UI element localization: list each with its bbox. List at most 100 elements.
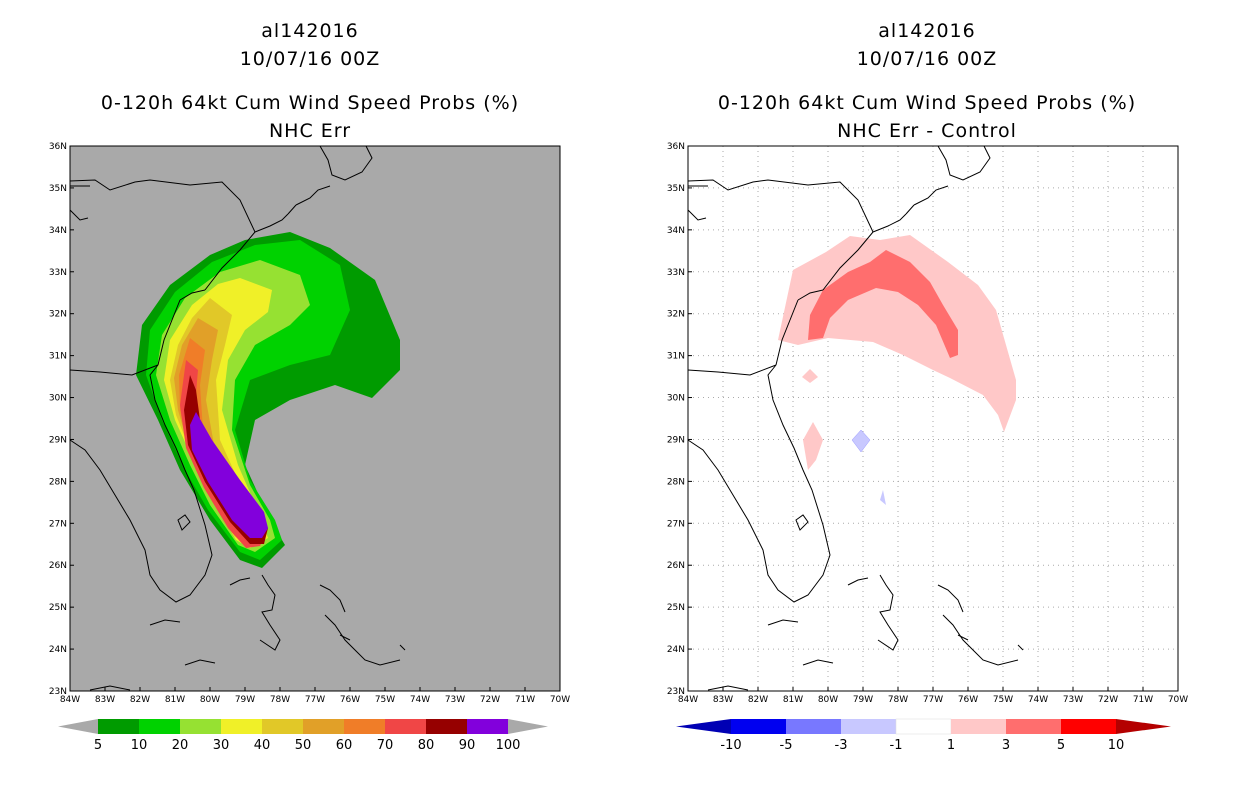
right-gridlines — [688, 146, 1178, 691]
lat-label: 35N — [667, 184, 685, 194]
colorbar-swatch — [841, 719, 896, 734]
left-map-ocean — [70, 146, 560, 691]
lat-label: 26N — [667, 561, 685, 571]
colorbar-label: -1 — [890, 738, 903, 753]
right-map: 36N 35N 34N 33N 32N 31N 30N 29N 28N 27N 26N 25N 24N 2… — [667, 142, 1188, 753]
lon-label: 73W — [445, 695, 465, 705]
lon-label: 83W — [95, 695, 115, 705]
colorbar-swatch — [139, 719, 180, 734]
lon-label: 82W — [130, 695, 150, 705]
lat-label: 24N — [667, 645, 685, 655]
left-subtitle: NHC Err — [268, 120, 352, 142]
colorbar-swatch — [221, 719, 262, 734]
lon-label: 84W — [678, 695, 698, 705]
lat-label: 33N — [667, 268, 685, 278]
colorbar-low-arrow — [676, 719, 731, 734]
colorbar-swatch — [303, 719, 344, 734]
lon-label: 71W — [515, 695, 535, 705]
colorbar-swatch — [385, 719, 426, 734]
right-panel: al142016 10/07/16 00Z 0-120h 64kt Cum Wi… — [618, 0, 1236, 800]
colorbar-swatch — [1061, 719, 1116, 734]
colorbar-swatch — [98, 719, 139, 734]
left-colorbar: 5 10 20 30 40 50 60 70 80 90 100 — [58, 719, 548, 753]
lon-label: 75W — [993, 695, 1013, 705]
lon-label: 73W — [1063, 695, 1083, 705]
colorbar-swatch — [1006, 719, 1061, 734]
lat-label: 25N — [667, 603, 685, 613]
right-coastlines — [687, 145, 1024, 691]
colorbar-swatch — [895, 718, 952, 735]
colorbar-label: 20 — [172, 738, 189, 753]
lat-label: 23N — [667, 687, 685, 697]
lat-label: 26N — [49, 561, 67, 571]
colorbar-swatch — [426, 719, 467, 734]
right-date: 10/07/16 00Z — [856, 48, 998, 70]
lon-label: 80W — [200, 695, 220, 705]
colorbar-label: -10 — [720, 738, 741, 753]
lon-label: 77W — [923, 695, 943, 705]
colorbar-high-arrow — [508, 719, 548, 734]
lat-label: 31N — [49, 352, 67, 362]
lat-label: 32N — [49, 310, 67, 320]
colorbar-swatch — [262, 719, 303, 734]
colorbar-label: -5 — [780, 738, 793, 753]
left-coastlines — [69, 145, 406, 691]
lon-label: 70W — [550, 695, 570, 705]
left-panel: al142016 10/07/16 00Z 0-120h 64kt Cum Wi… — [49, 20, 570, 753]
lon-label: 72W — [480, 695, 500, 705]
colorbar-label: 90 — [459, 738, 476, 753]
colorbar-label: 10 — [131, 738, 148, 753]
lat-label: 30N — [49, 394, 67, 404]
lon-label: 79W — [853, 695, 873, 705]
lon-label: 74W — [1028, 695, 1048, 705]
lon-label: 77W — [305, 695, 325, 705]
lat-label: 36N — [667, 142, 685, 152]
left-axis-ticks: 36N 35N 34N 33N 32N 31N 30N 29N 28N 27N 26N 25N 24N 2… — [49, 142, 570, 705]
lat-label: 36N — [49, 142, 67, 152]
lon-label: 81W — [783, 695, 803, 705]
lat-label: 34N — [667, 226, 685, 236]
right-subtitle: NHC Err - Control — [837, 120, 1017, 142]
right-storm-id: al142016 — [878, 20, 976, 42]
colorbar-label: 5 — [94, 738, 102, 753]
colorbar-label: 80 — [418, 738, 435, 753]
colorbar-swatch — [180, 719, 221, 734]
lat-label: 30N — [667, 394, 685, 404]
lat-label: 29N — [49, 435, 67, 445]
lat-label: 35N — [49, 184, 67, 194]
colorbar-swatch — [467, 719, 508, 734]
colorbar-low-arrow — [58, 719, 98, 734]
lat-label: 32N — [667, 310, 685, 320]
lat-label: 29N — [667, 435, 685, 445]
colorbar-label: 1 — [947, 738, 955, 753]
lon-label: 78W — [270, 695, 290, 705]
lon-label: 76W — [958, 695, 978, 705]
lat-label: 27N — [49, 519, 67, 529]
lon-label: 81W — [165, 695, 185, 705]
colorbar-label: -3 — [835, 738, 848, 753]
colorbar-label: 70 — [377, 738, 394, 753]
colorbar-label: 50 — [295, 738, 312, 753]
lon-label: 83W — [713, 695, 733, 705]
lon-label: 71W — [1133, 695, 1153, 705]
lat-label: 28N — [49, 477, 67, 487]
lon-label: 79W — [235, 695, 255, 705]
lat-label: 24N — [49, 645, 67, 655]
lon-label: 74W — [410, 695, 430, 705]
lon-label: 78W — [888, 695, 908, 705]
lat-label: 25N — [49, 603, 67, 613]
lon-label: 72W — [1098, 695, 1118, 705]
colorbar-swatch — [951, 719, 1006, 734]
lon-label: 70W — [1168, 695, 1188, 705]
colorbar-label: 40 — [254, 738, 271, 753]
left-date: 10/07/16 00Z — [239, 48, 381, 70]
right-axis-ticks: 36N 35N 34N 33N 32N 31N 30N 29N 28N 27N 26N 25N 24N 2… — [667, 142, 1188, 705]
colorbar-label: 10 — [1108, 738, 1125, 753]
lat-label: 28N — [667, 477, 685, 487]
lat-label: 33N — [49, 268, 67, 278]
lon-label: 82W — [748, 695, 768, 705]
right-colorbar: -10 -5 -3 -1 1 3 5 10 — [676, 718, 1171, 753]
colorbar-label: 60 — [336, 738, 353, 753]
right-map-background — [688, 146, 1178, 691]
lat-label: 31N — [667, 352, 685, 362]
